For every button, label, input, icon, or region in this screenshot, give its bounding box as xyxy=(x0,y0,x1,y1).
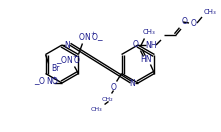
Text: O: O xyxy=(191,18,197,27)
Text: HN: HN xyxy=(141,55,152,64)
Text: +: + xyxy=(72,54,77,59)
Text: O: O xyxy=(182,16,188,25)
Text: O: O xyxy=(61,56,66,65)
Text: ′′: ′′ xyxy=(133,82,136,87)
Text: CH₃: CH₃ xyxy=(91,107,102,112)
Text: N: N xyxy=(65,41,70,50)
Text: O: O xyxy=(133,40,138,49)
Text: CH₃: CH₃ xyxy=(204,9,216,15)
Text: +: + xyxy=(52,76,56,81)
Text: +: + xyxy=(90,31,95,36)
Text: CH₃: CH₃ xyxy=(143,29,156,36)
Text: −: − xyxy=(96,36,103,45)
Text: −: − xyxy=(33,80,39,89)
Text: CH₂: CH₂ xyxy=(102,97,113,102)
Text: O: O xyxy=(52,77,58,86)
Text: N: N xyxy=(130,79,135,88)
Text: O: O xyxy=(78,33,84,42)
Text: O: O xyxy=(110,83,116,92)
Text: O: O xyxy=(74,56,79,65)
Text: N: N xyxy=(85,33,90,42)
Text: Br: Br xyxy=(51,64,60,73)
Text: N: N xyxy=(46,77,52,86)
Text: −: − xyxy=(55,59,62,68)
Text: NH: NH xyxy=(145,41,157,50)
Text: N: N xyxy=(67,56,72,65)
Text: O: O xyxy=(39,77,45,86)
Text: O: O xyxy=(91,33,97,42)
